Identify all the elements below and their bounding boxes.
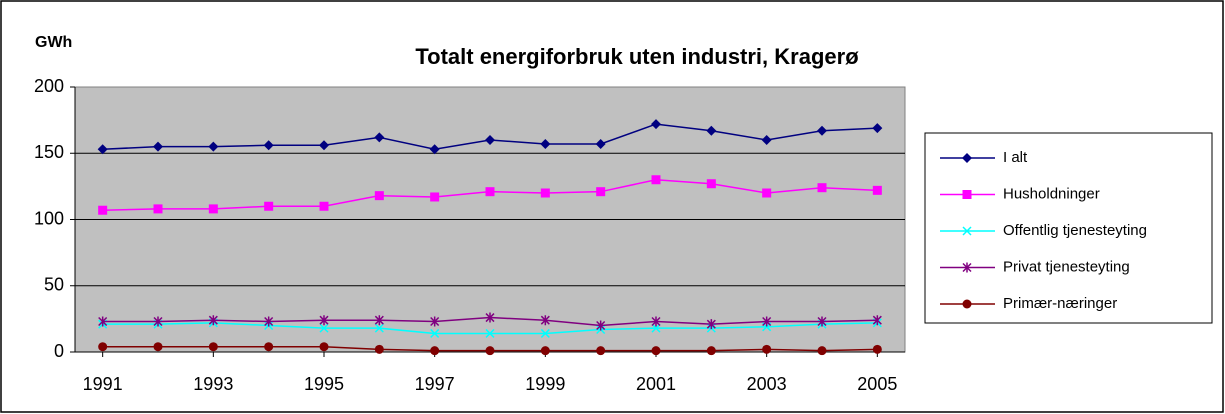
y-tick-label: 150 bbox=[34, 142, 64, 162]
x-tick-label: 1995 bbox=[304, 374, 344, 394]
x-tick-label: 1999 bbox=[525, 374, 565, 394]
marker bbox=[430, 316, 440, 327]
marker bbox=[374, 191, 384, 201]
y-tick-label: 100 bbox=[34, 208, 64, 228]
marker bbox=[762, 188, 772, 198]
legend-label: Primær-næringer bbox=[1003, 295, 1117, 312]
marker bbox=[319, 342, 329, 352]
marker bbox=[430, 192, 440, 202]
marker bbox=[430, 328, 440, 338]
marker bbox=[98, 205, 108, 215]
marker bbox=[264, 201, 274, 211]
y-tick-label: 0 bbox=[54, 341, 64, 361]
marker bbox=[374, 344, 384, 354]
marker bbox=[817, 316, 827, 327]
marker bbox=[485, 135, 495, 145]
marker bbox=[540, 315, 550, 326]
marker bbox=[962, 262, 972, 273]
marker bbox=[872, 123, 883, 134]
marker bbox=[962, 190, 972, 199]
legend-label: Offentlig tjenesteyting bbox=[1003, 222, 1147, 239]
x-tick-label: 2005 bbox=[857, 374, 897, 394]
marker bbox=[651, 119, 661, 130]
marker bbox=[872, 185, 882, 195]
marker bbox=[596, 346, 606, 356]
marker bbox=[596, 320, 606, 331]
marker bbox=[485, 328, 495, 338]
marker bbox=[319, 140, 329, 151]
marker bbox=[651, 175, 661, 185]
marker bbox=[319, 201, 329, 211]
marker bbox=[485, 312, 495, 323]
y-tick-label: 50 bbox=[44, 275, 64, 295]
marker bbox=[430, 346, 440, 356]
marker bbox=[97, 144, 108, 155]
marker bbox=[263, 140, 274, 151]
marker bbox=[429, 144, 440, 155]
marker bbox=[651, 323, 661, 333]
legend bbox=[924, 132, 1213, 324]
marker bbox=[153, 342, 163, 352]
marker bbox=[762, 316, 772, 327]
marker bbox=[540, 328, 550, 338]
chart-title: Totalt energiforbruk uten industri, Krag… bbox=[415, 44, 859, 69]
marker bbox=[761, 135, 772, 145]
marker bbox=[98, 316, 108, 327]
marker bbox=[374, 132, 385, 143]
marker bbox=[706, 179, 716, 189]
marker bbox=[706, 125, 717, 136]
marker bbox=[817, 183, 827, 193]
marker bbox=[208, 342, 218, 352]
marker bbox=[319, 315, 329, 326]
marker bbox=[962, 299, 972, 309]
x-tick-label: 1997 bbox=[415, 374, 455, 394]
x-tick-label: 2001 bbox=[636, 374, 676, 394]
marker bbox=[374, 315, 384, 326]
marker bbox=[540, 188, 550, 198]
marker bbox=[962, 226, 972, 236]
marker bbox=[817, 346, 827, 356]
marker bbox=[762, 344, 772, 354]
marker bbox=[208, 141, 219, 152]
legend-label: Privat tjenesteyting bbox=[1003, 258, 1130, 275]
marker bbox=[596, 187, 606, 197]
marker bbox=[706, 346, 716, 356]
marker bbox=[208, 315, 218, 326]
legend-label: Husholdninger bbox=[1003, 185, 1100, 202]
x-tick-label: 1993 bbox=[193, 374, 233, 394]
marker bbox=[153, 141, 163, 152]
marker bbox=[872, 315, 882, 326]
x-tick-label: 1991 bbox=[83, 374, 123, 394]
x-tick-label: 2003 bbox=[747, 374, 787, 394]
marker bbox=[264, 342, 274, 352]
marker bbox=[540, 138, 551, 149]
marker bbox=[706, 319, 716, 330]
marker bbox=[485, 346, 495, 356]
marker bbox=[153, 316, 163, 327]
marker bbox=[485, 187, 495, 197]
legend-label: I alt bbox=[1003, 149, 1028, 166]
y-axis-label: GWh bbox=[35, 34, 72, 51]
marker bbox=[153, 204, 163, 214]
marker bbox=[264, 316, 274, 327]
marker bbox=[319, 323, 329, 333]
marker bbox=[595, 138, 606, 149]
marker bbox=[817, 125, 827, 136]
marker bbox=[872, 344, 882, 354]
marker bbox=[98, 342, 108, 352]
marker bbox=[651, 316, 661, 327]
y-tick-label: 200 bbox=[34, 76, 64, 96]
marker bbox=[651, 346, 661, 356]
marker bbox=[540, 346, 550, 356]
marker bbox=[962, 153, 972, 163]
marker bbox=[208, 204, 218, 214]
marker bbox=[374, 323, 384, 333]
